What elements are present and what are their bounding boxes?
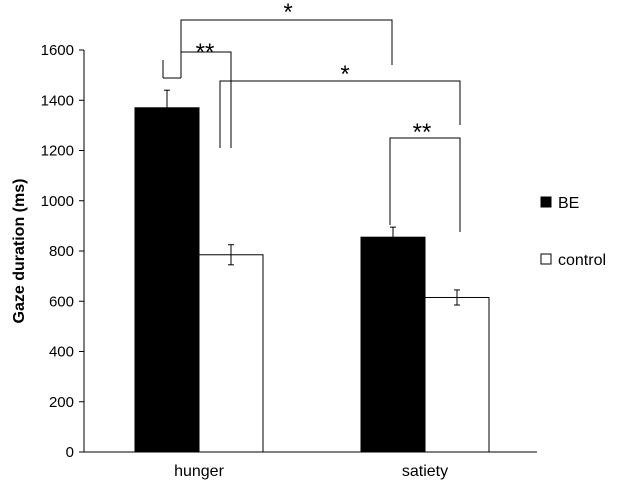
legend-label: control (558, 252, 606, 269)
bar-hunger-control (198, 254, 264, 453)
significance-label: * (340, 61, 349, 88)
legend-swatch-BE (540, 196, 552, 208)
y-tick-label: 600 (49, 293, 74, 310)
bar-hunger-BE (134, 107, 200, 453)
y-tick-label: 800 (49, 243, 74, 260)
y-axis-title: Gaze duration (ms) (11, 179, 28, 324)
y-tick-label: 1000 (41, 193, 74, 210)
bar-satiety-BE (360, 236, 426, 453)
significance-bracket (219, 80, 461, 148)
x-category-label: satiety (402, 463, 448, 480)
legend-label: BE (558, 195, 579, 212)
chart-axes: 0 200 400 600 800 1000 1200 1400 1600 Gaze durati… (11, 42, 537, 461)
significance-bracket (180, 19, 393, 65)
y-tick-label: 1400 (41, 92, 74, 109)
x-category-label: hunger (174, 463, 224, 480)
significance-brackets: ****** (162, 0, 461, 232)
legend-swatch-control (540, 253, 552, 265)
error-bars (164, 89, 460, 306)
significance-bracket (389, 137, 461, 232)
significance-label: * (283, 0, 292, 26)
chart-bars (134, 107, 490, 453)
chart-legend: BE control (540, 195, 606, 269)
bar-satiety-control (424, 296, 490, 453)
significance-label: ** (413, 119, 432, 146)
significance-label: ** (196, 39, 215, 66)
significance-bracket (180, 51, 232, 148)
y-tick-label: 1200 (41, 143, 74, 160)
y-tick-label: 0 (66, 444, 74, 461)
chart-labels: hunger satiety (174, 463, 448, 480)
y-tick-label: 400 (49, 344, 74, 361)
y-tick-label: 200 (49, 394, 74, 411)
y-tick-label: 1600 (41, 42, 74, 59)
